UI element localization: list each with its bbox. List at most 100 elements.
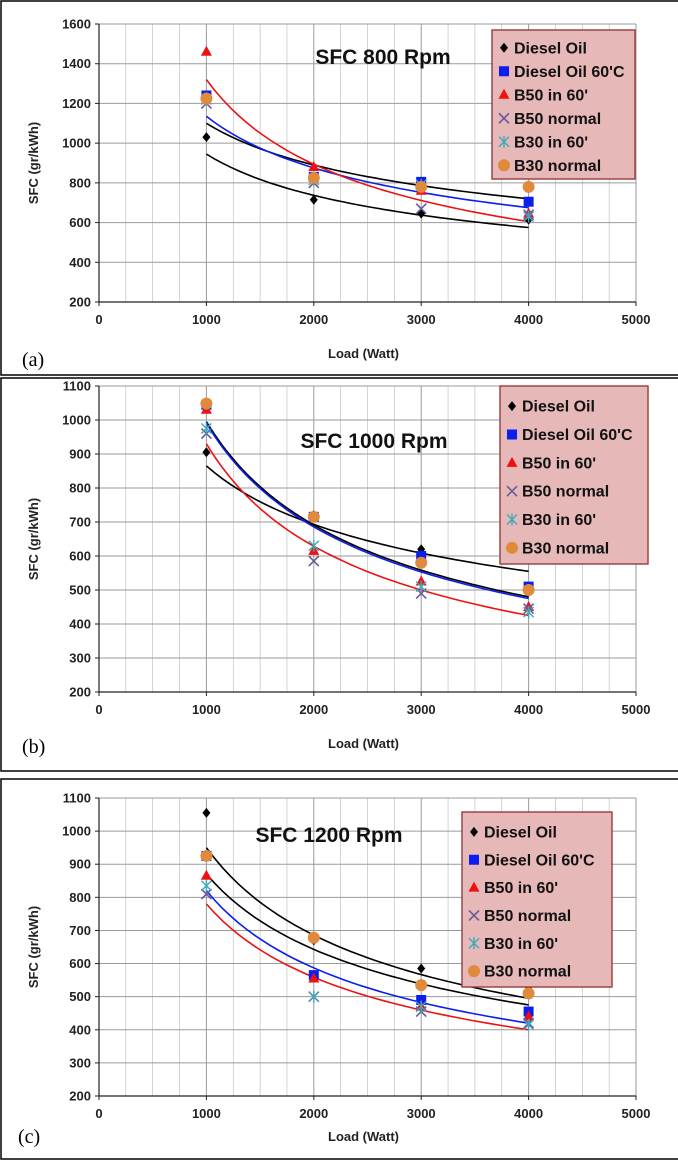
legend-marker — [506, 513, 518, 526]
trendline — [205, 422, 529, 600]
legend-marker — [498, 112, 510, 124]
data-point — [309, 194, 318, 205]
legend-entry: B30 normal — [484, 964, 571, 981]
x-tick-label: 3000 — [407, 702, 436, 717]
y-tick-label: 1100 — [63, 791, 91, 806]
y-tick-label: 300 — [69, 1055, 91, 1070]
data-point — [523, 1010, 535, 1021]
legend-entry: B50 normal — [522, 484, 609, 501]
chart-panel-2: 200 300 400 500 600 700 800 900 1000 1100 0 1000 200… — [0, 377, 678, 772]
chart-title: SFC 800 Rpm — [315, 46, 450, 69]
data-point — [308, 990, 320, 1003]
x-tick-label: 3000 — [407, 1106, 436, 1121]
legend-entry: Diesel Oil — [514, 40, 587, 57]
legend-entry: Diesel Oil 60'C — [484, 852, 595, 869]
x-tick-label: 4000 — [514, 312, 543, 327]
legend-marker — [469, 854, 479, 865]
legend-marker — [500, 42, 508, 53]
x-tick-label: 5000 — [622, 312, 651, 327]
data-point — [415, 556, 428, 569]
y-axis-label: SFC (gr/kWh) — [26, 498, 41, 580]
x-tick-label: 5000 — [622, 702, 651, 717]
legend: Diesel Oil Diesel Oil 60'C B50 in 60' B50 n… — [491, 29, 636, 180]
legend-marker — [506, 541, 518, 554]
data-point — [202, 807, 211, 818]
x-tick-label: 1000 — [192, 1106, 221, 1121]
legend-entry: B50 in 60' — [484, 880, 558, 897]
y-tick-label: 900 — [69, 447, 91, 462]
legend-box — [499, 385, 649, 565]
legend-entry: B50 normal — [514, 111, 601, 128]
data-point — [522, 180, 535, 193]
data-point — [200, 92, 213, 105]
data-point — [522, 987, 535, 1000]
data-point — [307, 510, 320, 523]
data-point — [200, 45, 212, 56]
y-tick-label: 400 — [69, 617, 91, 632]
y-tick-label: 200 — [69, 295, 91, 310]
x-tick-label: 0 — [95, 1106, 102, 1121]
series-6 — [200, 397, 535, 596]
legend-entry: B30 normal — [522, 540, 609, 557]
trendline — [205, 847, 529, 1000]
data-point — [416, 994, 427, 1005]
x-axis-label: Load (Watt) — [328, 736, 399, 751]
chart-panel-1: 200 400 600 800 1000 1200 1400 1600 0 1000 2000 300… — [0, 0, 678, 376]
data-point — [415, 180, 428, 193]
series-5 — [200, 422, 535, 619]
y-tick-label: 700 — [69, 923, 91, 938]
x-tick-label: 3000 — [407, 312, 436, 327]
legend-marker — [507, 429, 517, 440]
data-point — [308, 972, 320, 983]
data-point — [415, 1000, 427, 1013]
legend-entry: B50 in 60' — [522, 455, 596, 472]
panel-letter: (a) — [22, 349, 44, 371]
y-tick-label: 800 — [69, 890, 91, 905]
data-point — [416, 551, 427, 561]
y-tick-label: 600 — [69, 215, 91, 230]
trendline — [205, 443, 529, 617]
legend-entry: B30 in 60' — [514, 134, 588, 151]
legend-entry: B50 normal — [484, 908, 571, 925]
x-axis-label: Load (Watt) — [328, 346, 399, 361]
data-point — [415, 203, 427, 215]
y-tick-label: 1400 — [62, 56, 91, 71]
y-tick-label: 1000 — [62, 136, 91, 151]
data-point — [308, 539, 320, 552]
x-tick-label: 1000 — [192, 312, 221, 327]
y-tick-label: 800 — [69, 481, 91, 496]
legend-marker — [508, 401, 516, 412]
legend-marker — [468, 881, 480, 892]
chart-title: SFC 1000 Rpm — [300, 430, 447, 453]
legend-marker — [470, 826, 478, 837]
x-tick-label: 5000 — [622, 1106, 651, 1121]
y-tick-label: 500 — [69, 989, 91, 1004]
data-point — [200, 888, 212, 900]
y-tick-label: 900 — [69, 857, 91, 872]
data-point — [202, 132, 211, 143]
legend-marker — [468, 909, 480, 921]
data-point — [200, 849, 213, 862]
y-tick-label: 800 — [69, 175, 91, 190]
legend-entry: B30 in 60' — [484, 936, 558, 953]
legend-box — [461, 811, 613, 988]
y-axis-label: SFC (gr/kWh) — [26, 122, 41, 204]
legend-marker — [468, 965, 480, 978]
legend-marker — [498, 159, 510, 172]
y-tick-label: 200 — [69, 685, 91, 700]
data-point — [523, 196, 534, 207]
y-tick-label: 500 — [69, 583, 91, 598]
legend-box — [491, 29, 636, 180]
x-tick-label: 2000 — [299, 702, 328, 717]
y-tick-label: 1600 — [62, 17, 91, 32]
trendline — [205, 115, 529, 209]
trendline — [205, 873, 529, 1006]
legend-entry: Diesel Oil — [484, 824, 557, 841]
y-tick-label: 1200 — [62, 96, 91, 111]
legend-entry: Diesel Oil 60'C — [522, 427, 633, 444]
legend-marker — [468, 937, 480, 950]
y-tick-label: 400 — [69, 255, 91, 270]
y-tick-label: 700 — [69, 515, 91, 530]
y-tick-label: 300 — [69, 651, 91, 666]
y-tick-label: 1000 — [62, 824, 91, 839]
